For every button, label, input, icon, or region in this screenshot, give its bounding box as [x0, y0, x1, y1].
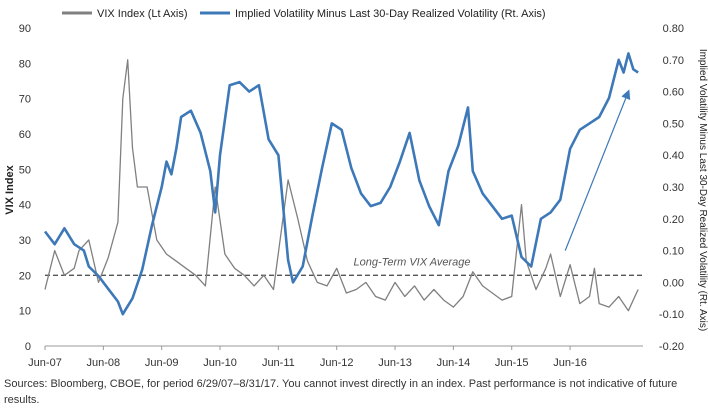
y2-tick-label: 0.80 [663, 23, 684, 35]
x-tick-label: Jun-16 [553, 357, 587, 369]
chart-axes: 0 10 20 30 40 50 60 70 80 90 -0.20 -0.10 0.00 0.10 0.2… [19, 23, 684, 369]
implied-minus-realized-vol-line [43, 52, 639, 316]
x-tick-label: Jun-14 [437, 357, 471, 369]
vix-index-line [44, 59, 639, 312]
x-tick-label: Jun-13 [378, 357, 412, 369]
legend-label-implied-vol: Implied Volatility Minus Last 30-Day Rea… [235, 8, 546, 20]
y-tick-label: 50 [19, 164, 31, 176]
y-tick-label: 20 [19, 270, 31, 282]
y2-tick-label: 0.70 [663, 55, 684, 67]
y-tick-label: 0 [25, 341, 31, 353]
x-tick-label: Jun-07 [28, 357, 62, 369]
x-tick-label: Jun-08 [87, 357, 121, 369]
y-tick-label: 90 [19, 23, 31, 35]
chart-svg: VIX Index (Lt Axis) Implied Volatility M… [4, 8, 708, 369]
legend-label-vix: VIX Index (Lt Axis) [97, 8, 187, 20]
chart-series [43, 52, 639, 316]
y-tick-label: 40 [19, 200, 31, 212]
y2-tick-label: 0.20 [663, 214, 684, 226]
source-footnote: Sources: Bloomberg, CBOE, for period 6/2… [4, 378, 678, 406]
y2-tick-label: 0.60 [663, 87, 684, 99]
y-tick-label: 60 [19, 129, 31, 141]
y-tick-label: 10 [19, 306, 31, 318]
y-tick-label: 30 [19, 235, 31, 247]
x-tick-label: Jun-09 [145, 357, 179, 369]
y2-tick-label: -0.10 [659, 309, 684, 321]
y-axis-title: VIX Index [4, 164, 16, 214]
x-tick-label: Jun-11 [262, 357, 295, 369]
y2-tick-label: 0.10 [663, 246, 684, 258]
y2-tick-label: 0.00 [663, 277, 684, 289]
x-tick-label: Jun-15 [495, 357, 529, 369]
y2-axis-title: Implied Volatility Minus Last 30-Day Rea… [697, 49, 708, 331]
y2-tick-label: 0.30 [663, 182, 684, 194]
y2-tick-label: 0.50 [663, 118, 684, 130]
reference-line-group: Long-Term VIX Average [45, 256, 643, 276]
y-tick-label: 80 [19, 58, 31, 70]
trend-arrow [564, 89, 631, 251]
y2-tick-label: 0.40 [663, 150, 684, 162]
long-term-vix-average-label: Long-Term VIX Average [354, 256, 471, 268]
x-tick-label: Jun-10 [203, 357, 237, 369]
chart-legend: VIX Index (Lt Axis) Implied Volatility M… [62, 8, 546, 20]
x-tick-label: Jun-12 [320, 357, 354, 369]
y2-tick-label: -0.20 [659, 341, 684, 353]
y-tick-label: 70 [19, 94, 31, 106]
